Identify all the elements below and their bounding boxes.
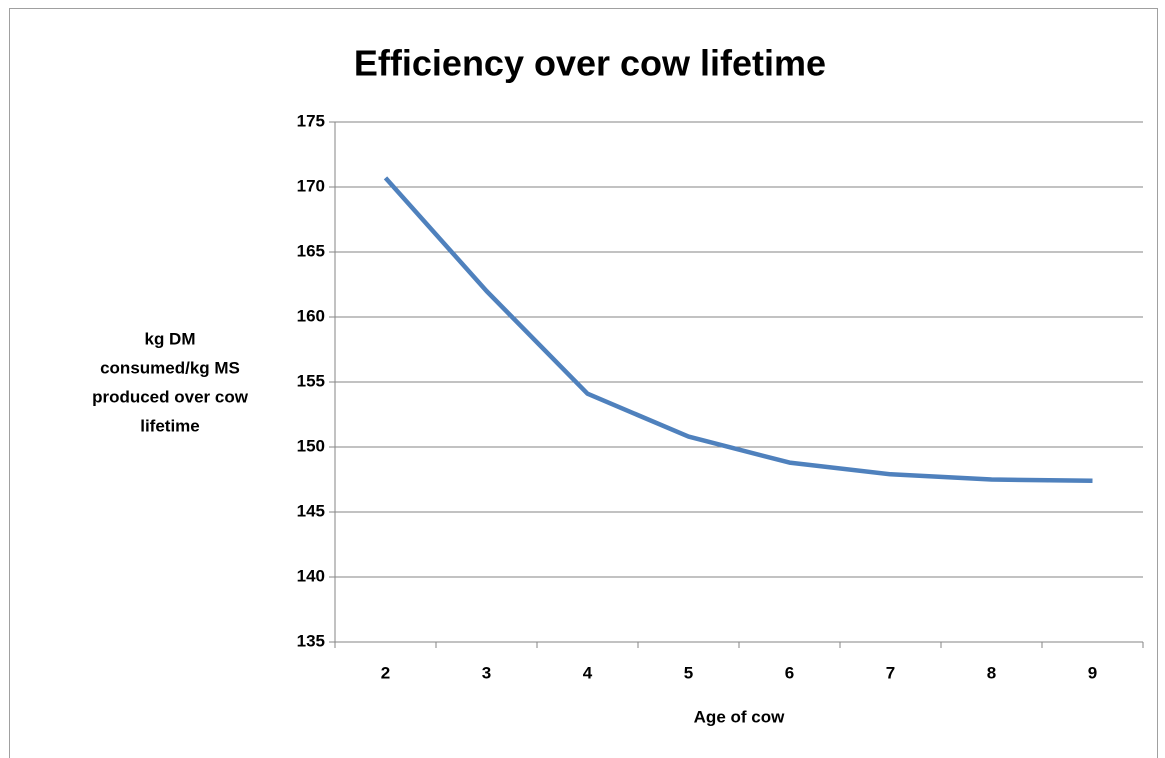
y-tick-label: 145 xyxy=(297,501,325,520)
x-tick-label: 5 xyxy=(684,663,693,682)
x-tick-label: 7 xyxy=(886,663,895,682)
x-axis-label: Age of cow xyxy=(694,707,785,726)
y-axis-label: kg DM consumed/kg MS produced over cow life… xyxy=(92,329,249,435)
y-axis-label-line: kg DM xyxy=(145,329,196,348)
y-tick-label: 135 xyxy=(297,631,325,650)
y-tick-label: 175 xyxy=(297,111,325,130)
y-tick-label: 150 xyxy=(297,436,325,455)
x-tick-label: 9 xyxy=(1088,663,1097,682)
y-axis-label-line: produced over cow xyxy=(92,387,249,406)
x-tick-label: 4 xyxy=(583,663,593,682)
y-axis-label-line: consumed/kg MS xyxy=(100,358,240,377)
y-tick-label: 155 xyxy=(297,371,325,390)
x-tick-label: 8 xyxy=(987,663,996,682)
y-tick-label: 160 xyxy=(297,306,325,325)
x-tick-label: 3 xyxy=(482,663,491,682)
x-tick-label: 2 xyxy=(381,663,390,682)
y-tick-label: 170 xyxy=(297,176,325,195)
y-tick-label: 140 xyxy=(297,566,325,585)
y-axis-label-line: lifetime xyxy=(140,416,200,435)
chart-border xyxy=(9,8,1158,758)
chart-title: Efficiency over cow lifetime xyxy=(354,43,826,84)
y-tick-label: 165 xyxy=(297,241,325,260)
data-line xyxy=(383,176,1093,484)
x-tick-label: 6 xyxy=(785,663,794,682)
